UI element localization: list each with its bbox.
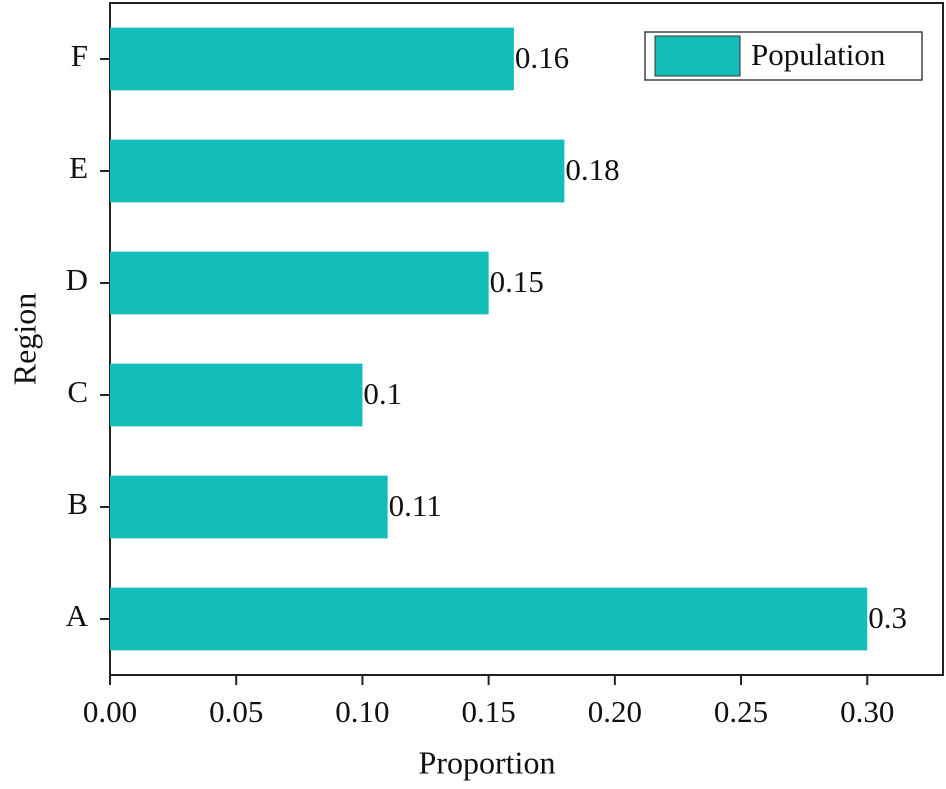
- value-label: 0.1: [363, 376, 402, 411]
- bar: [110, 27, 514, 91]
- y-tick-label: A: [66, 598, 89, 633]
- y-tick-label: C: [67, 374, 88, 409]
- y-tick-label: B: [67, 486, 88, 521]
- value-label: 0.18: [565, 152, 619, 187]
- value-label: 0.11: [389, 488, 442, 523]
- bar: [110, 139, 565, 203]
- y-tick-label: E: [69, 150, 88, 185]
- value-label: 0.15: [490, 264, 544, 299]
- x-axis-label: Proportion: [419, 744, 556, 780]
- x-tick-label: 0.20: [588, 694, 642, 729]
- value-label: 0.16: [515, 40, 569, 75]
- bar: [110, 251, 489, 315]
- bar: [110, 475, 388, 539]
- y-tick-label: D: [66, 262, 88, 297]
- x-tick-label: 0.00: [83, 694, 137, 729]
- x-tick-label: 0.30: [840, 694, 894, 729]
- legend-label: Population: [751, 37, 886, 72]
- bar: [110, 587, 868, 651]
- value-label: 0.3: [868, 600, 907, 635]
- x-tick-label: 0.10: [335, 694, 389, 729]
- legend-swatch: [654, 35, 741, 77]
- x-tick-label: 0.05: [209, 694, 263, 729]
- x-tick-label: 0.15: [462, 694, 516, 729]
- plot-frame: [109, 2, 944, 676]
- bar: [110, 363, 363, 427]
- x-tick-label: 0.25: [714, 694, 768, 729]
- y-axis-label: Region: [6, 293, 42, 385]
- y-tick-label: F: [71, 38, 88, 73]
